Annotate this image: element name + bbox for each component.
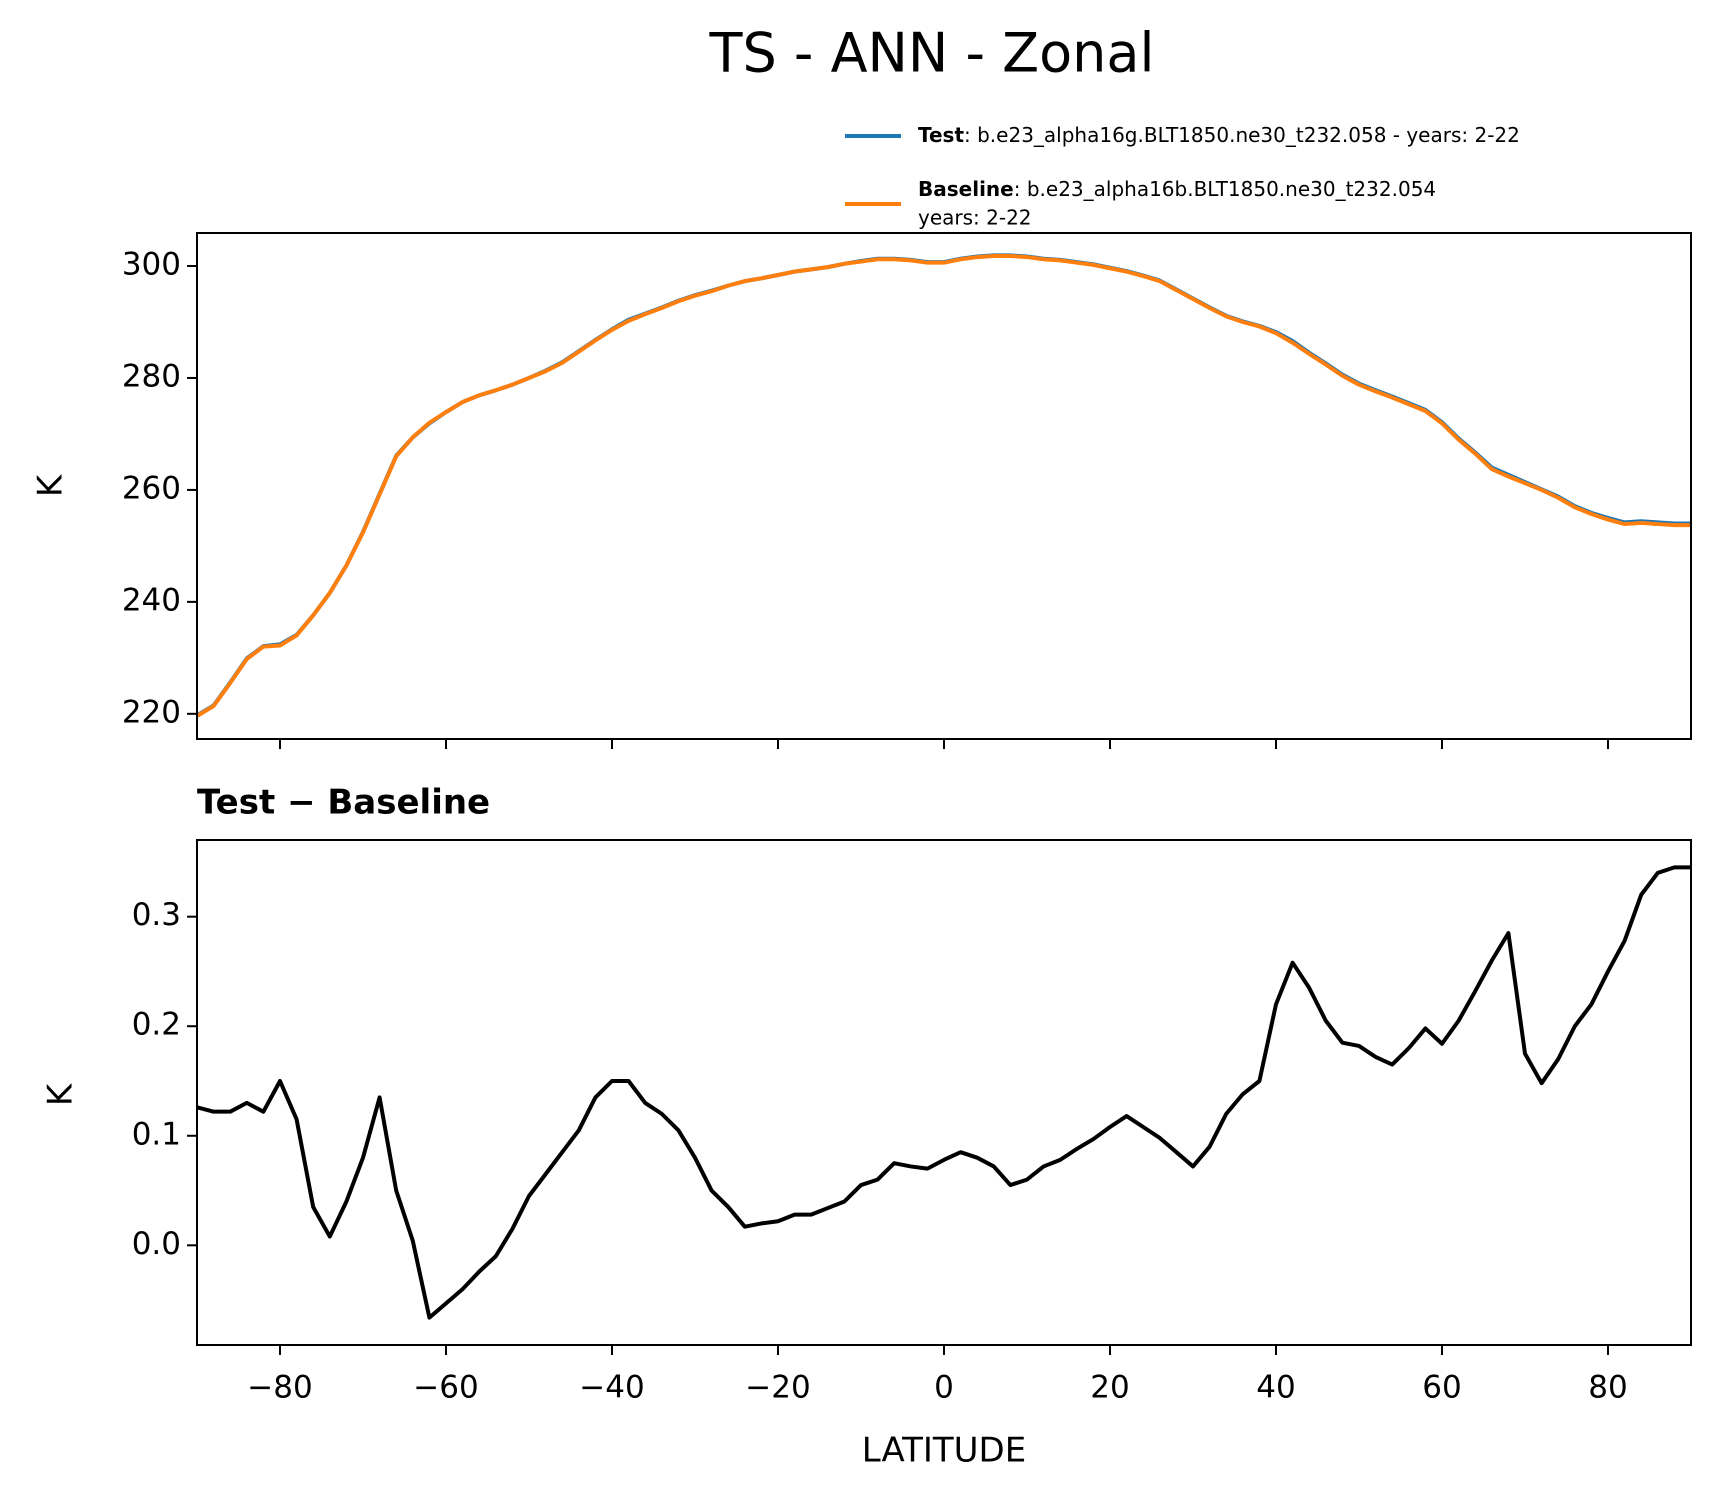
legend-description: : b.e23_alpha16b.BLT1850.ne30_t232.054 — [1014, 177, 1436, 201]
y-tick-label: 280 — [122, 358, 181, 394]
y-tick-label: 0.3 — [132, 897, 181, 933]
plot-frame — [196, 839, 1692, 1346]
y-tick-label: 0.1 — [132, 1116, 181, 1152]
y-tick-label: 0.2 — [132, 1007, 181, 1043]
figure-title: TS - ANN - Zonal — [709, 22, 1155, 85]
x-tick-label: −80 — [247, 1370, 312, 1406]
subplot-title: Test − Baseline — [197, 783, 490, 823]
y-axis-label: K — [31, 473, 71, 497]
y-tick-label: 300 — [122, 247, 181, 283]
x-tick-label: 20 — [1090, 1370, 1129, 1406]
x-tick-label: 60 — [1422, 1370, 1461, 1406]
legend-series-name: Test — [918, 123, 964, 147]
y-tick-label: 260 — [122, 470, 181, 506]
data-line — [195, 253, 1691, 718]
y-tick-label: 220 — [122, 694, 181, 730]
data-line — [196, 865, 1691, 1320]
x-tick-label: −40 — [579, 1370, 644, 1406]
x-axis-label: LATITUDE — [862, 1431, 1026, 1471]
y-axis-label: K — [41, 1082, 81, 1106]
legend-label: Baseline: b.e23_alpha16b.BLT1850.ne30_t2… — [918, 177, 1436, 201]
x-tick-label: −20 — [745, 1370, 810, 1406]
y-tick-label: 0.0 — [132, 1226, 181, 1262]
legend-series-name: Baseline — [918, 177, 1014, 201]
plot-frame — [196, 232, 1692, 740]
x-tick-label: 40 — [1256, 1370, 1295, 1406]
x-tick-label: 0 — [934, 1370, 954, 1406]
legend-description: years: 2-22 — [918, 206, 1032, 230]
x-tick-label: −60 — [413, 1370, 478, 1406]
y-tick-label: 240 — [122, 582, 181, 618]
legend-label: Test: b.e23_alpha16g.BLT1850.ne30_t232.0… — [918, 123, 1520, 147]
x-tick-label: 80 — [1588, 1370, 1627, 1406]
legend-description: : b.e23_alpha16g.BLT1850.ne30_t232.058 -… — [964, 123, 1520, 147]
